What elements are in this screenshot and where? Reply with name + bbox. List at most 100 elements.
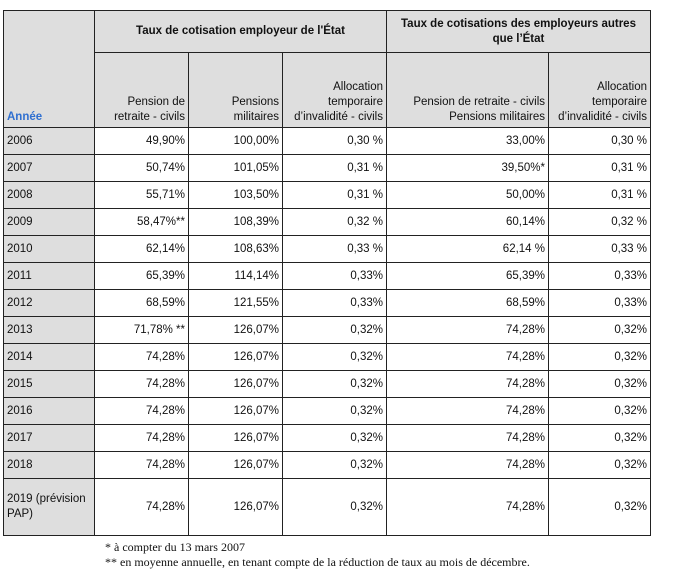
rate-cell: 74,28%	[386, 478, 549, 536]
rate-cell: 126,07%	[188, 451, 283, 479]
rate-cell: 126,07%	[188, 478, 283, 536]
rate-cell: 68,59%	[94, 289, 189, 317]
rate-cell: 0,33%	[282, 289, 387, 317]
rate-cell: 74,28%	[386, 370, 549, 398]
year-cell: 2010	[3, 235, 95, 263]
rate-cell: 0,32%	[282, 397, 387, 425]
table-row: 2018 74,28% 126,07% 0,32% 74,28% 0,32%	[3, 451, 651, 479]
table-row: 2010 62,14% 108,63% 0,33 % 62,14 % 0,33 %	[3, 235, 651, 263]
rate-cell: 103,50%	[188, 181, 283, 209]
rate-cell: 0,32%	[282, 343, 387, 371]
rate-cell: 0,32%	[282, 316, 387, 344]
rate-cell: 0,33 %	[548, 235, 651, 263]
column-header: Allocation temporaire d’invalidité - civ…	[282, 52, 387, 128]
rate-cell: 0,32 %	[282, 208, 387, 236]
rate-cell: 0,30 %	[548, 127, 651, 155]
rate-cell: 121,55%	[188, 289, 283, 317]
rate-cell: 126,07%	[188, 316, 283, 344]
rate-cell: 0,31 %	[548, 154, 651, 182]
column-header: Pension de retraite - civils Pensions mi…	[386, 52, 549, 128]
rate-cell: 55,71%	[94, 181, 189, 209]
rate-cell: 74,28%	[386, 316, 549, 344]
table-row: 2007 50,74% 101,05% 0,31 % 39,50%* 0,31 %	[3, 154, 651, 182]
rate-cell: 0,32%	[282, 424, 387, 452]
rate-cell: 0,32%	[548, 343, 651, 371]
table-row: 2012 68,59% 121,55% 0,33% 68,59% 0,33%	[3, 289, 651, 317]
rate-cell: 33,00%	[386, 127, 549, 155]
other-employers-group-header: Taux de cotisations des employeurs autre…	[386, 10, 651, 53]
footnote: * à compter du 13 mars 2007	[105, 540, 245, 554]
rate-cell: 126,07%	[188, 397, 283, 425]
rate-cell: 0,33%	[282, 262, 387, 290]
year-cell: 2006	[3, 127, 95, 155]
table-row: 2017 74,28% 126,07% 0,32% 74,28% 0,32%	[3, 424, 651, 452]
year-cell: 2018	[3, 451, 95, 479]
rate-cell: 74,28%	[94, 397, 189, 425]
rate-cell: 50,00%	[386, 181, 549, 209]
rate-cell: 0,30 %	[282, 127, 387, 155]
rate-cell: 74,28%	[94, 478, 189, 536]
rate-cell: 74,28%	[94, 370, 189, 398]
table-row: 2019 (prévision PAP) 74,28% 126,07% 0,32% 74…	[3, 478, 651, 536]
footnote: ** en moyenne annuelle, en tenant compte…	[105, 555, 530, 569]
year-cell: 2019 (prévision PAP)	[3, 478, 95, 536]
contribution-rates-table: Année Taux de cotisation employeur de l'…	[3, 10, 651, 536]
table-row: 2009 58,47%** 108,39% 0,32 % 60,14% 0,32 %	[3, 208, 651, 236]
rate-cell: 0,32%	[548, 424, 651, 452]
table-row: 2013 71,78% ** 126,07% 0,32% 74,28% 0,32%	[3, 316, 651, 344]
rate-cell: 108,39%	[188, 208, 283, 236]
table-row: 2014 74,28% 126,07% 0,32% 74,28% 0,32%	[3, 343, 651, 371]
column-header: Pension de retraite - civils	[94, 52, 189, 128]
rate-cell: 0,32%	[548, 316, 651, 344]
rate-cell: 126,07%	[188, 424, 283, 452]
column-header: Pensions militaires	[188, 52, 283, 128]
year-header: Année	[3, 10, 95, 128]
year-cell: 2014	[3, 343, 95, 371]
year-cell: 2016	[3, 397, 95, 425]
rate-cell: 114,14%	[188, 262, 283, 290]
table-row: 2006 49,90% 100,00% 0,30 % 33,00% 0,30 %	[3, 127, 651, 155]
footnotes: * à compter du 13 mars 2007 ** en moyenn…	[105, 540, 530, 570]
rate-cell: 0,31 %	[282, 181, 387, 209]
rate-cell: 74,28%	[386, 343, 549, 371]
year-cell: 2012	[3, 289, 95, 317]
year-cell: 2009	[3, 208, 95, 236]
rate-cell: 0,32%	[282, 451, 387, 479]
rate-cell: 0,33 %	[282, 235, 387, 263]
rate-cell: 68,59%	[386, 289, 549, 317]
rate-cell: 100,00%	[188, 127, 283, 155]
year-cell: 2011	[3, 262, 95, 290]
year-cell: 2015	[3, 370, 95, 398]
rate-cell: 62,14 %	[386, 235, 549, 263]
rate-cell: 0,32 %	[548, 208, 651, 236]
table-row: 2015 74,28% 126,07% 0,32% 74,28% 0,32%	[3, 370, 651, 398]
rate-cell: 0,32%	[548, 451, 651, 479]
rate-cell: 74,28%	[386, 397, 549, 425]
rate-cell: 101,05%	[188, 154, 283, 182]
column-header: Allocation temporaire d’invalidité - civ…	[548, 52, 651, 128]
state-group-header: Taux de cotisation employeur de l'État	[94, 10, 387, 53]
rate-cell: 0,32%	[282, 370, 387, 398]
rate-cell: 58,47%**	[94, 208, 189, 236]
rate-cell: 126,07%	[188, 370, 283, 398]
rate-cell: 71,78% **	[94, 316, 189, 344]
rate-cell: 0,32%	[548, 478, 651, 536]
rate-cell: 0,33%	[548, 289, 651, 317]
year-cell: 2008	[3, 181, 95, 209]
table-row: 2016 74,28% 126,07% 0,32% 74,28% 0,32%	[3, 397, 651, 425]
table-row: 2008 55,71% 103,50% 0,31 % 50,00% 0,31 %	[3, 181, 651, 209]
rate-cell: 39,50%*	[386, 154, 549, 182]
rate-cell: 74,28%	[94, 451, 189, 479]
rate-cell: 0,32%	[548, 397, 651, 425]
rate-cell: 74,28%	[94, 343, 189, 371]
rate-cell: 60,14%	[386, 208, 549, 236]
year-cell: 2013	[3, 316, 95, 344]
table-row: 2011 65,39% 114,14% 0,33% 65,39% 0,33%	[3, 262, 651, 290]
rate-cell: 65,39%	[94, 262, 189, 290]
rate-cell: 126,07%	[188, 343, 283, 371]
rate-cell: 0,32%	[548, 370, 651, 398]
rate-cell: 74,28%	[386, 424, 549, 452]
rate-cell: 0,31 %	[548, 181, 651, 209]
rate-cell: 0,33%	[548, 262, 651, 290]
rate-cell: 74,28%	[386, 451, 549, 479]
